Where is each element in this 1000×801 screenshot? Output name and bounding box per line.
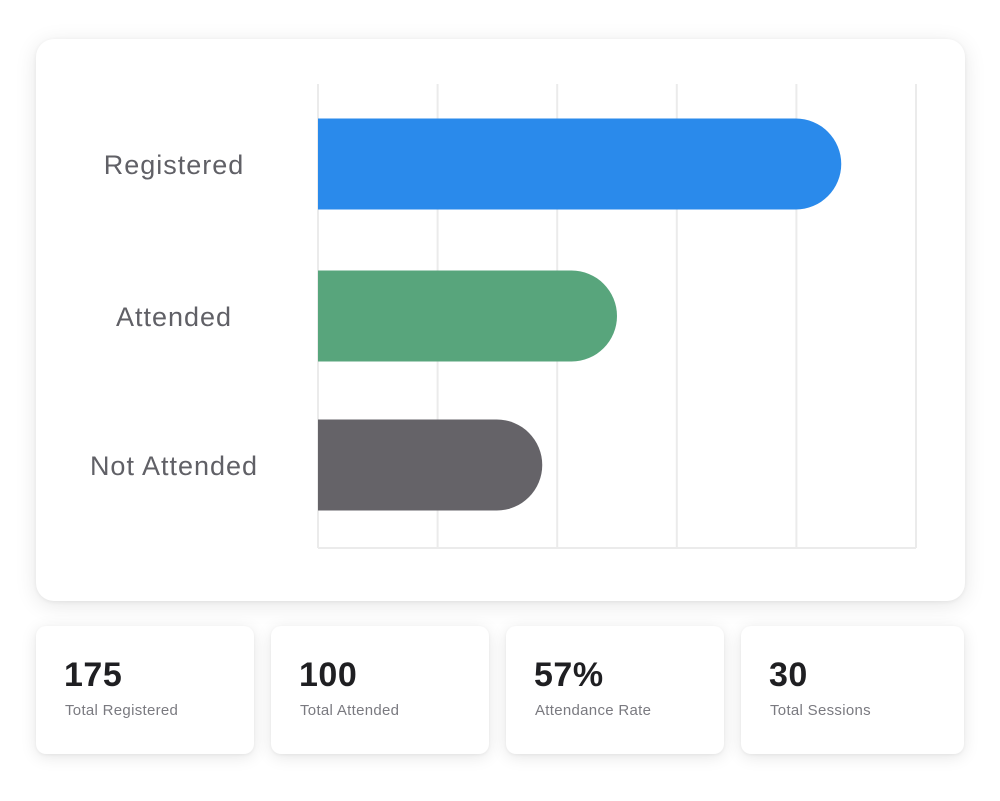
bar-registered — [318, 118, 842, 210]
stat-value: 57% — [534, 656, 604, 694]
bar-attended — [318, 270, 617, 362]
stat-card-total-sessions: 30 Total Sessions — [741, 626, 964, 754]
stat-card-total-registered: 175 Total Registered — [36, 626, 254, 754]
attendance-chart-card: Registered Attended Not Attended — [36, 39, 965, 601]
stat-value: 100 — [299, 656, 358, 694]
stat-label: Total Attended — [300, 702, 400, 719]
stat-card-total-attended: 100 Total Attended — [271, 626, 489, 754]
bar-not-attended — [318, 419, 543, 511]
stat-label: Total Sessions — [770, 702, 871, 719]
category-label-not-attended: Not Attended — [90, 451, 258, 481]
stat-label: Attendance Rate — [535, 702, 652, 719]
stat-value: 175 — [64, 656, 123, 694]
stat-value: 30 — [769, 656, 808, 694]
attendance-bar-chart: Registered Attended Not Attended — [90, 84, 917, 549]
stat-label: Total Registered — [65, 702, 179, 719]
stat-card-attendance-rate: 57% Attendance Rate — [506, 626, 724, 754]
category-label-registered: Registered — [104, 150, 245, 180]
category-label-attended: Attended — [116, 302, 232, 332]
